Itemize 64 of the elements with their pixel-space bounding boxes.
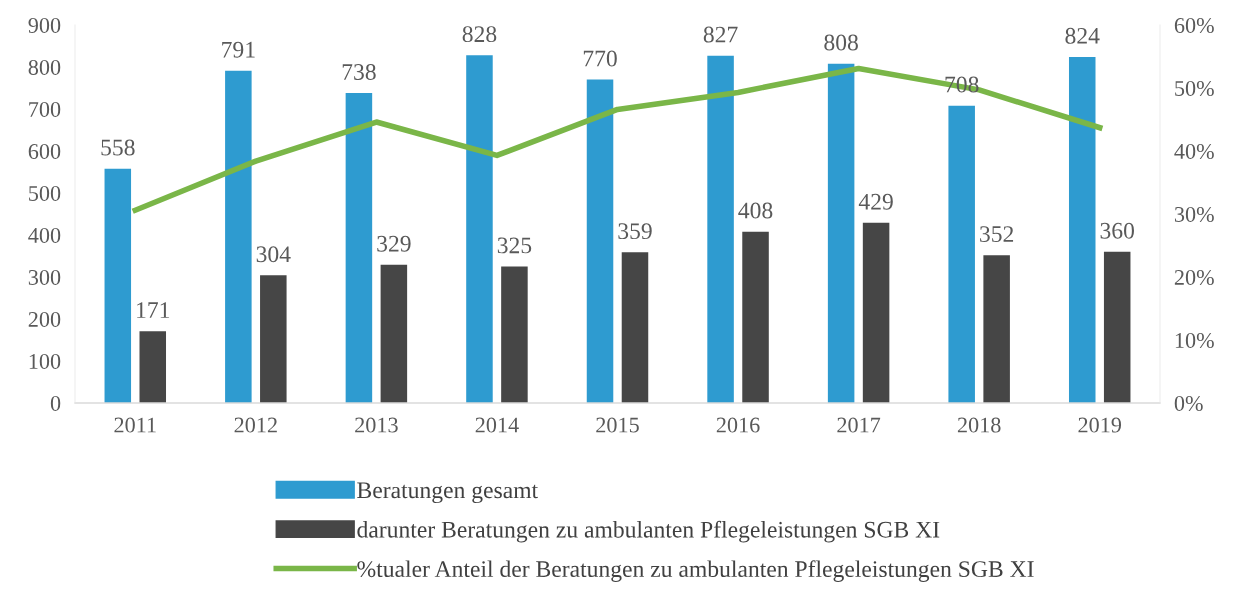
data-label: 429 (858, 193, 893, 210)
x-tick-label: 2013 (355, 417, 398, 433)
y-tick-label: 700 (29, 101, 61, 117)
x-tick-label: 2018 (957, 417, 1001, 433)
data-label: 360 (1100, 222, 1135, 239)
bar (948, 105, 975, 403)
y2-tick-label: 10% (1175, 332, 1214, 348)
y-tick-label: 400 (28, 227, 61, 243)
y-tick-label: 600 (28, 143, 61, 159)
legend-label: darunter Beratungen zu ambulanten Pflegeleistungen SGB XI (357, 520, 940, 543)
x-tick-label: 2019 (1078, 417, 1122, 433)
y-tick-label: 500 (29, 185, 61, 201)
data-label: 770 (583, 50, 617, 67)
data-label: 738 (342, 63, 376, 80)
data-label: 808 (824, 34, 858, 51)
y-tick-label: 300 (28, 269, 61, 285)
x-tick-label: 2015 (596, 417, 639, 433)
data-label: 827 (703, 26, 738, 43)
bar (501, 266, 528, 403)
y-tick-label: 900 (28, 17, 61, 33)
bar (707, 55, 734, 403)
y-tick-label: 0 (50, 395, 61, 411)
y2-tick-label: 30% (1174, 206, 1214, 222)
bar (139, 331, 167, 403)
data-label: 352 (980, 226, 1014, 243)
data-label: 329 (377, 235, 411, 252)
bar (1068, 56, 1096, 403)
bar (345, 93, 373, 403)
x-tick-label: 2012 (234, 417, 277, 433)
bar (225, 70, 252, 403)
x-tick-label: 2016 (716, 417, 760, 433)
y2-tick-label: 60% (1174, 17, 1214, 33)
data-label: 828 (462, 26, 497, 43)
bar (586, 79, 614, 403)
bar (466, 55, 493, 403)
data-label: 171 (137, 302, 170, 318)
data-label: 408 (738, 202, 773, 219)
bar (862, 222, 890, 403)
bar (983, 255, 1010, 403)
y2-tick-label: 0% (1174, 395, 1203, 411)
data-label: 824 (1065, 27, 1100, 44)
bar (621, 252, 649, 403)
legend-label: Beratungen gesamt (357, 482, 539, 504)
bar (1103, 251, 1131, 403)
y-tick-label: 200 (28, 311, 61, 327)
y-tick-label: 100 (29, 353, 61, 369)
x-tick-label: 2017 (837, 417, 881, 433)
legend-label: %tualer Anteil der Beratungen zu ambulanten Pflegeleistungen SGB XI (357, 560, 1034, 582)
data-label: 325 (497, 237, 532, 254)
bar (742, 231, 769, 403)
data-label: 558 (101, 139, 135, 156)
x-tick-label: 2011 (114, 417, 156, 433)
y2-tick-label: 20% (1174, 269, 1214, 285)
data-label: 359 (618, 223, 652, 240)
bar (380, 264, 408, 403)
bar (260, 275, 287, 403)
x-tick-label: 2014 (475, 417, 519, 433)
data-label: 304 (256, 246, 291, 263)
y-tick-label: 800 (28, 59, 61, 75)
y2-tick-label: 40% (1174, 143, 1214, 159)
bar (827, 63, 855, 403)
y2-tick-label: 50% (1175, 80, 1214, 96)
data-label: 791 (222, 41, 255, 58)
bar (104, 168, 132, 403)
